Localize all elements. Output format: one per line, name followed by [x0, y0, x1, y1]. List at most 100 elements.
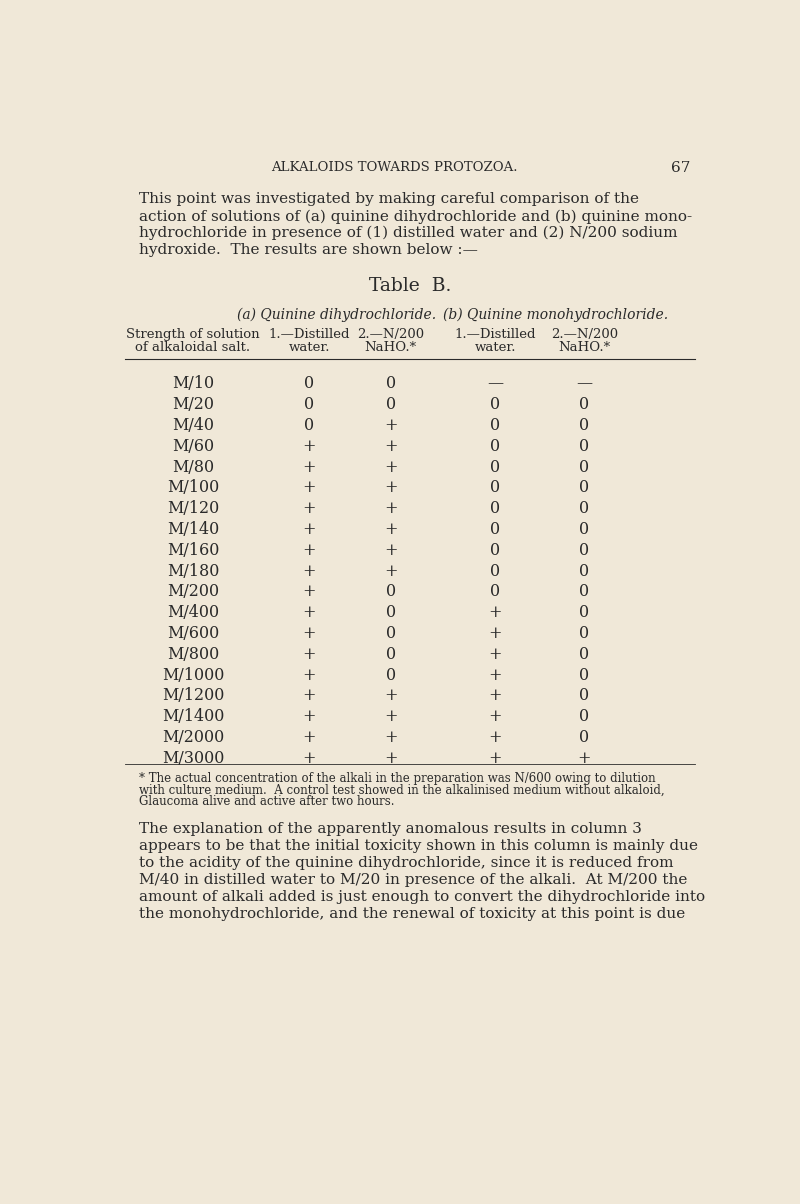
- Text: +: +: [489, 645, 502, 662]
- Text: M/400: M/400: [167, 604, 219, 621]
- Text: M/200: M/200: [167, 584, 219, 601]
- Text: 1.—Distilled: 1.—Distilled: [269, 327, 350, 341]
- Text: +: +: [384, 438, 398, 455]
- Text: +: +: [302, 625, 316, 642]
- Text: the monohydrochloride, and the renewal of toxicity at this point is due: the monohydrochloride, and the renewal o…: [138, 907, 685, 921]
- Text: —: —: [576, 376, 593, 393]
- Text: 0: 0: [304, 376, 314, 393]
- Text: +: +: [489, 750, 502, 767]
- Text: 0: 0: [490, 542, 500, 559]
- Text: +: +: [302, 750, 316, 767]
- Text: 0: 0: [579, 625, 590, 642]
- Text: M/600: M/600: [167, 625, 219, 642]
- Text: water.: water.: [289, 341, 330, 354]
- Text: 0: 0: [579, 500, 590, 518]
- Text: 0: 0: [490, 479, 500, 496]
- Text: 0: 0: [579, 645, 590, 662]
- Text: This point was investigated by making careful comparison of the: This point was investigated by making ca…: [138, 193, 638, 206]
- Text: +: +: [384, 708, 398, 725]
- Text: +: +: [302, 645, 316, 662]
- Text: M/2000: M/2000: [162, 728, 224, 746]
- Text: 0: 0: [386, 667, 396, 684]
- Text: +: +: [302, 438, 316, 455]
- Text: 0: 0: [579, 438, 590, 455]
- Text: +: +: [302, 459, 316, 476]
- Text: +: +: [578, 750, 591, 767]
- Text: 0: 0: [490, 396, 500, 413]
- Text: +: +: [384, 417, 398, 435]
- Text: * The actual concentration of the alkali in the preparation was N/600 owing to d: * The actual concentration of the alkali…: [138, 772, 655, 785]
- Text: 2.—N/200: 2.—N/200: [357, 327, 424, 341]
- Text: M/1000: M/1000: [162, 667, 224, 684]
- Text: +: +: [302, 687, 316, 704]
- Text: Glaucoma alive and active after two hours.: Glaucoma alive and active after two hour…: [138, 795, 394, 808]
- Text: +: +: [384, 750, 398, 767]
- Text: NaHO.*: NaHO.*: [365, 341, 417, 354]
- Text: ALKALOIDS TOWARDS PROTOZOA.: ALKALOIDS TOWARDS PROTOZOA.: [271, 161, 518, 175]
- Text: M/1200: M/1200: [162, 687, 224, 704]
- Text: M/3000: M/3000: [162, 750, 224, 767]
- Text: 0: 0: [579, 542, 590, 559]
- Text: amount of alkali added is just enough to convert the dihydrochloride into: amount of alkali added is just enough to…: [138, 890, 705, 904]
- Text: +: +: [489, 667, 502, 684]
- Text: M/40: M/40: [172, 417, 214, 435]
- Text: 0: 0: [579, 584, 590, 601]
- Text: 0: 0: [579, 521, 590, 538]
- Text: 0: 0: [490, 562, 500, 579]
- Text: M/160: M/160: [167, 542, 219, 559]
- Text: to the acidity of the quinine dihydrochloride, since it is reduced from: to the acidity of the quinine dihydrochl…: [138, 856, 674, 870]
- Text: 0: 0: [386, 604, 396, 621]
- Text: 0: 0: [579, 417, 590, 435]
- Text: appears to be that the initial toxicity shown in this column is mainly due: appears to be that the initial toxicity …: [138, 839, 698, 852]
- Text: 0: 0: [579, 604, 590, 621]
- Text: 0: 0: [579, 708, 590, 725]
- Text: M/10: M/10: [172, 376, 214, 393]
- Text: 0: 0: [490, 417, 500, 435]
- Text: 0: 0: [579, 396, 590, 413]
- Text: +: +: [302, 500, 316, 518]
- Text: +: +: [302, 604, 316, 621]
- Text: 0: 0: [579, 479, 590, 496]
- Text: 0: 0: [579, 459, 590, 476]
- Text: +: +: [384, 562, 398, 579]
- Text: 0: 0: [579, 667, 590, 684]
- Text: +: +: [489, 625, 502, 642]
- Text: +: +: [384, 687, 398, 704]
- Text: M/60: M/60: [172, 438, 214, 455]
- Text: 0: 0: [386, 625, 396, 642]
- Text: 0: 0: [386, 584, 396, 601]
- Text: +: +: [302, 728, 316, 746]
- Text: M/40 in distilled water to M/20 in presence of the alkali.  At M/200 the: M/40 in distilled water to M/20 in prese…: [138, 873, 687, 887]
- Text: The explanation of the apparently anomalous results in column 3: The explanation of the apparently anomal…: [138, 822, 642, 836]
- Text: 0: 0: [579, 562, 590, 579]
- Text: +: +: [384, 459, 398, 476]
- Text: Strength of solution: Strength of solution: [126, 327, 260, 341]
- Text: +: +: [302, 542, 316, 559]
- Text: M/180: M/180: [167, 562, 219, 579]
- Text: hydrochloride in presence of (1) distilled water and (2) N/200 sodium: hydrochloride in presence of (1) distill…: [138, 226, 678, 241]
- Text: M/80: M/80: [172, 459, 214, 476]
- Text: (a) Quinine dihydrochloride.: (a) Quinine dihydrochloride.: [237, 308, 436, 323]
- Text: +: +: [384, 479, 398, 496]
- Text: 0: 0: [490, 584, 500, 601]
- Text: 2.—N/200: 2.—N/200: [551, 327, 618, 341]
- Text: 0: 0: [386, 376, 396, 393]
- Text: action of solutions of (a) quinine dihydrochloride and (b) quinine mono-: action of solutions of (a) quinine dihyd…: [138, 209, 692, 224]
- Text: of alkaloidal salt.: of alkaloidal salt.: [135, 341, 250, 354]
- Text: +: +: [384, 728, 398, 746]
- Text: (b) Quinine monohydrochloride.: (b) Quinine monohydrochloride.: [443, 308, 668, 323]
- Text: 0: 0: [490, 521, 500, 538]
- Text: M/120: M/120: [167, 500, 219, 518]
- Text: +: +: [489, 687, 502, 704]
- Text: +: +: [302, 521, 316, 538]
- Text: +: +: [489, 728, 502, 746]
- Text: +: +: [302, 708, 316, 725]
- Text: 0: 0: [490, 500, 500, 518]
- Text: 0: 0: [490, 459, 500, 476]
- Text: +: +: [302, 479, 316, 496]
- Text: +: +: [489, 708, 502, 725]
- Text: 0: 0: [490, 438, 500, 455]
- Text: 0: 0: [579, 728, 590, 746]
- Text: +: +: [302, 584, 316, 601]
- Text: with culture medium.  A control test showed in the alkalinised medium without al: with culture medium. A control test show…: [138, 784, 664, 797]
